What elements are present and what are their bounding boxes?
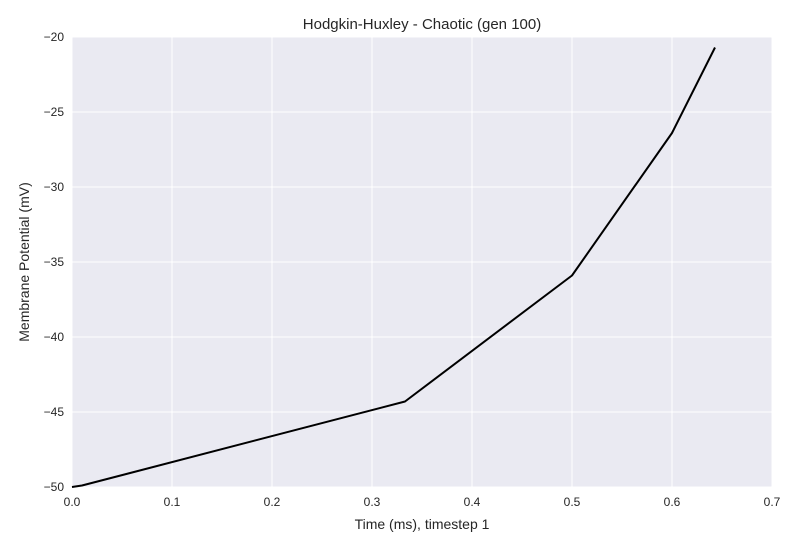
y-tick-label: −20 bbox=[44, 30, 65, 44]
x-tick-label: 0.1 bbox=[164, 495, 181, 509]
x-tick-label: 0.6 bbox=[664, 495, 681, 509]
y-tick-label: −50 bbox=[44, 480, 65, 494]
series-line bbox=[71, 47, 716, 488]
x-axis-label: Time (ms), timestep 1 bbox=[355, 516, 490, 532]
y-tick-label: −35 bbox=[44, 255, 65, 269]
x-tick-label: 0.2 bbox=[264, 495, 281, 509]
series-group bbox=[71, 47, 716, 488]
x-tick-label: 0.5 bbox=[564, 495, 581, 509]
x-tick-label: 0.3 bbox=[364, 495, 381, 509]
y-tick-label: −45 bbox=[44, 405, 65, 419]
x-tick-label: 0.0 bbox=[64, 495, 81, 509]
grid-lines bbox=[71, 36, 773, 488]
y-axis-ticks: −50 −45 −40 −35 −30 −25 −20 bbox=[44, 30, 65, 494]
y-axis-label: Membrane Potential (mV) bbox=[16, 182, 32, 342]
y-tick-label: −30 bbox=[44, 180, 65, 194]
y-tick-label: −40 bbox=[44, 330, 65, 344]
chart-title: Hodgkin-Huxley - Chaotic (gen 100) bbox=[303, 16, 541, 33]
x-tick-label: 0.4 bbox=[464, 495, 481, 509]
x-tick-label: 0.7 bbox=[764, 495, 781, 509]
x-axis-ticks: 0.0 0.1 0.2 0.3 0.4 0.5 0.6 0.7 bbox=[64, 495, 781, 509]
y-tick-label: −25 bbox=[44, 105, 65, 119]
